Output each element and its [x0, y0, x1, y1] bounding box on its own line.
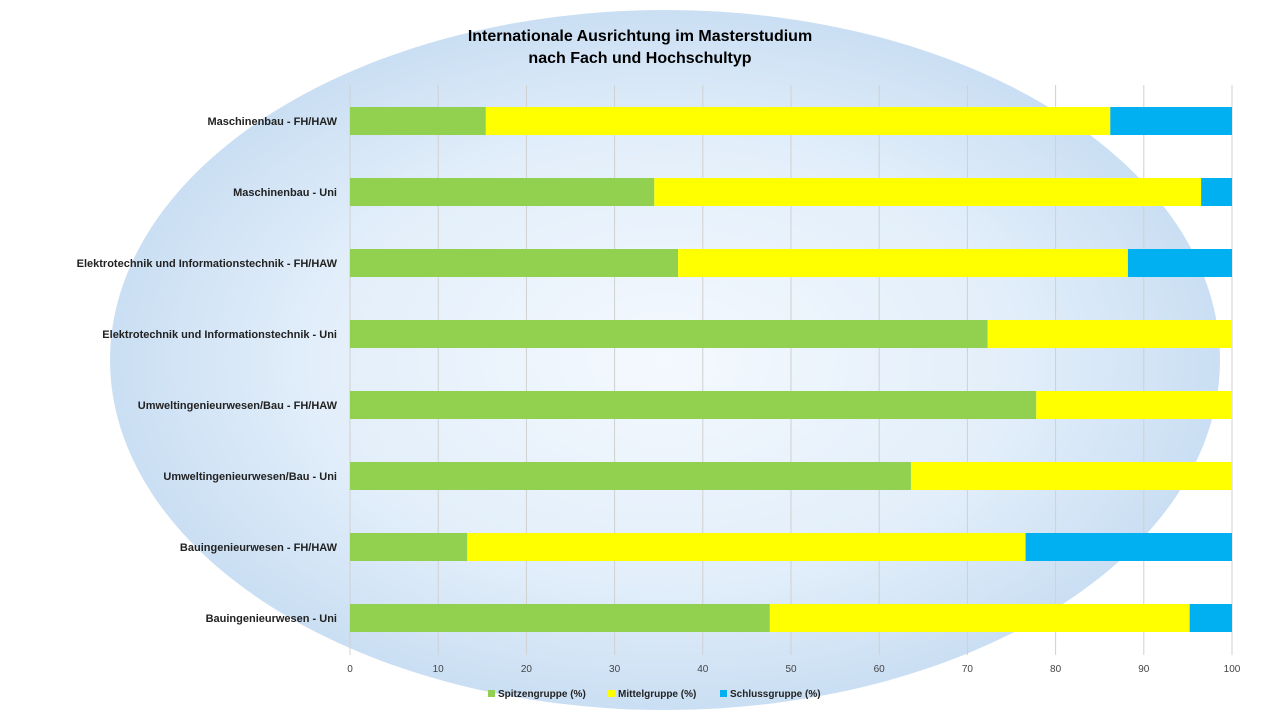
bar-segment	[350, 533, 468, 561]
x-tick-label: 40	[697, 664, 709, 675]
bar-segment	[350, 604, 770, 632]
category-label: Umweltingenieurwesen/Bau - FH/HAW	[138, 400, 338, 412]
x-tick-label: 0	[347, 664, 353, 675]
bar-segment	[769, 604, 1190, 632]
x-tick-label: 50	[785, 664, 797, 675]
category-label: Elektrotechnik und Informationstechnik -…	[102, 329, 337, 341]
bar-segment	[350, 320, 988, 348]
bar-segment	[467, 533, 1026, 561]
bar-segment	[1025, 533, 1232, 561]
bar-segment	[350, 107, 486, 135]
x-tick-label: 80	[1050, 664, 1062, 675]
bar-segment	[1036, 391, 1232, 419]
bar-segment	[485, 107, 1111, 135]
bar-segment	[910, 462, 1232, 490]
bar-segment	[350, 391, 1037, 419]
legend-swatch	[720, 690, 727, 697]
bar-segment	[1110, 107, 1232, 135]
bar-segment	[1189, 604, 1232, 632]
category-label: Maschinenbau - FH/HAW	[207, 116, 337, 128]
legend-label: Mittelgruppe (%)	[618, 689, 696, 700]
x-tick-label: 90	[1138, 664, 1150, 675]
bar-segment	[350, 249, 679, 277]
category-label: Elektrotechnik und Informationstechnik -…	[77, 258, 338, 270]
category-label: Bauingenieurwesen - Uni	[206, 613, 337, 625]
bar-segment	[678, 249, 1128, 277]
legend-swatch	[608, 690, 615, 697]
bar-segment	[987, 320, 1232, 348]
category-label: Maschinenbau - Uni	[233, 187, 337, 199]
bar-segment	[350, 462, 911, 490]
title-line: Internationale Ausrichtung im Masterstud…	[467, 28, 813, 45]
category-label: Umweltingenieurwesen/Bau - Uni	[163, 471, 337, 483]
x-tick-label: 100	[1224, 664, 1241, 675]
legend-label: Schlussgruppe (%)	[730, 689, 821, 700]
subtitle-line: nach Fach und Hochschultyp	[528, 50, 752, 67]
category-label: Bauingenieurwesen - FH/HAW	[180, 542, 338, 554]
x-tick-label: 70	[962, 664, 974, 675]
x-tick-label: 20	[521, 664, 533, 675]
bar-segment	[350, 178, 655, 206]
x-tick-label: 30	[609, 664, 621, 675]
x-tick-label: 60	[874, 664, 886, 675]
bar-segment	[1127, 249, 1232, 277]
x-tick-label: 10	[433, 664, 445, 675]
bar-segment	[654, 178, 1202, 206]
chart-title: Internationale Ausrichtung im Masterstud…	[0, 26, 1280, 70]
legend-label: Spitzengruppe (%)	[498, 689, 586, 700]
legend-swatch	[488, 690, 495, 697]
bar-segment	[1201, 178, 1232, 206]
